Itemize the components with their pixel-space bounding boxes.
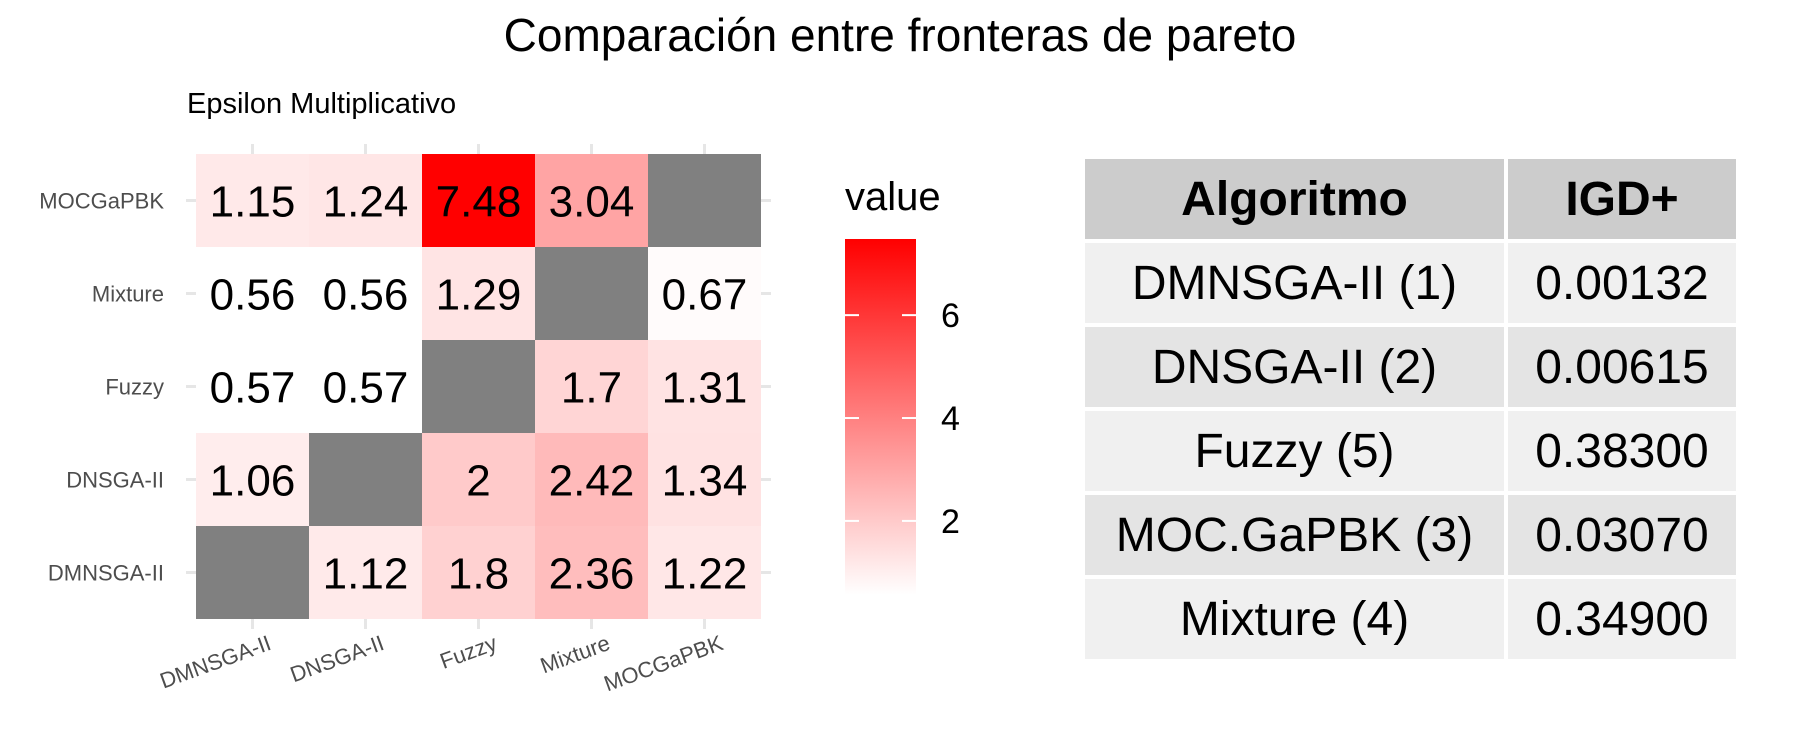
- heatmap-cell-dnsga-ii-mixture: [535, 433, 648, 526]
- heatmap-cell-mixture-fuzzy: [422, 247, 535, 340]
- table-row: Mixture (4) 0.34900: [1085, 579, 1736, 659]
- x-tick-label: DNSGA-II: [287, 630, 387, 687]
- legend-title: value: [845, 175, 941, 219]
- cell-value-label: 7.48: [436, 178, 522, 227]
- chart-subtitle: Epsilon Multiplicativo: [187, 88, 457, 120]
- x-tick-label: Fuzzy: [437, 630, 501, 674]
- heatmap-chart: 1.12 1.8 2.36 1.22 1.06 2 2.42 1.34 0.57 0.57 1.7 1…: [39, 144, 960, 696]
- heatmap-cell-mixture-mocgapbk: [648, 247, 761, 340]
- cell-value-label: 2.42: [549, 457, 635, 506]
- table-row: Fuzzy (5) 0.38300: [1085, 411, 1736, 491]
- table-row: DMNSGA-II (1) 0.00132: [1085, 243, 1736, 323]
- heatmap-cell-mixture-mixture: [535, 247, 648, 340]
- x-tick-label: Mixture: [537, 630, 613, 678]
- cell-value-label: 1.22: [662, 550, 748, 599]
- chart-title: Comparación entre fronteras de pareto: [503, 9, 1297, 61]
- header-igd: IGD+: [1508, 159, 1736, 239]
- cell-value-label: 0.57: [210, 364, 296, 413]
- cell-value-label: 1.06: [210, 457, 296, 506]
- cell-value-label: 1.24: [323, 178, 409, 227]
- table-header-row: Algoritmo IGD+: [1085, 159, 1736, 239]
- heatmap-cell-dmnsga-ii-fuzzy: [422, 526, 535, 619]
- heatmap-cell-mocgapbk-dnsga-ii: [309, 154, 422, 247]
- y-tick-label: MOCGaPBK: [39, 189, 164, 214]
- cell-algoritmo: DNSGA-II (2): [1085, 327, 1504, 407]
- cell-igd: 0.00615: [1508, 327, 1736, 407]
- legend-tick-label: 2: [941, 503, 960, 541]
- cell-value-label: 2: [466, 457, 490, 506]
- heatmap-cell-dmnsga-ii-mocgapbk: [648, 526, 761, 619]
- cell-value-label: 1.12: [323, 550, 409, 599]
- heatmap-cell-dnsga-ii-dmnsga-ii: [196, 433, 309, 526]
- heatmap-cell-mocgapbk-mixture: [535, 154, 648, 247]
- heatmap-cell-dmnsga-ii-dmnsga-ii: [196, 526, 309, 619]
- cell-algoritmo: MOC.GaPBK (3): [1085, 495, 1504, 575]
- y-tick-label: Mixture: [92, 282, 164, 307]
- heatmap-cell-fuzzy-mocgapbk: [648, 340, 761, 433]
- heatmap-cell-fuzzy-fuzzy: [422, 340, 535, 433]
- heatmap-cell-fuzzy-dnsga-ii: [309, 340, 422, 433]
- cell-value-label: 0.67: [662, 271, 748, 320]
- cell-value-label: 0.56: [210, 271, 296, 320]
- x-tick-label: MOCGaPBK: [600, 630, 726, 696]
- cell-igd: 0.00132: [1508, 243, 1736, 323]
- cell-value-label: 1.34: [662, 457, 748, 506]
- cell-igd: 0.34900: [1508, 579, 1736, 659]
- y-tick-label: DMNSGA-II: [48, 561, 164, 586]
- heatmap-cell-mixture-dnsga-ii: [309, 247, 422, 340]
- legend-colorbar: [845, 239, 916, 595]
- heatmap-cell-dmnsga-ii-mixture: [535, 526, 648, 619]
- heatmap-cell-dmnsga-ii-dnsga-ii: [309, 526, 422, 619]
- heatmap-cell-dnsga-ii-mocgapbk: [648, 433, 761, 526]
- heatmap-cell-dnsga-ii-dnsga-ii: [309, 433, 422, 526]
- heatmap-cell-fuzzy-mixture: [535, 340, 648, 433]
- cell-value-label: 3.04: [549, 178, 635, 227]
- table-row: DNSGA-II (2) 0.00615: [1085, 327, 1736, 407]
- igd-table: Algoritmo IGD+ DMNSGA-II (1) 0.00132 DNS…: [1081, 155, 1740, 663]
- heatmap-cell-fuzzy-dmnsga-ii: [196, 340, 309, 433]
- cell-value-label: 1.29: [436, 271, 522, 320]
- cell-igd: 0.38300: [1508, 411, 1736, 491]
- cell-algoritmo: Mixture (4): [1085, 579, 1504, 659]
- heatmap-cell-dnsga-ii-fuzzy: [422, 433, 535, 526]
- cell-value-label: 1.7: [561, 364, 622, 413]
- y-tick-label: DNSGA-II: [66, 468, 164, 493]
- cell-value-label: 1.8: [448, 550, 509, 599]
- cell-algoritmo: DMNSGA-II (1): [1085, 243, 1504, 323]
- heatmap-cell-mixture-dmnsga-ii: [196, 247, 309, 340]
- table-row: MOC.GaPBK (3) 0.03070: [1085, 495, 1736, 575]
- cell-value-label: 0.57: [323, 364, 409, 413]
- cell-value-label: 0.56: [323, 271, 409, 320]
- cell-value-label: 1.15: [210, 178, 296, 227]
- y-tick-label: Fuzzy: [105, 375, 164, 400]
- header-algoritmo: Algoritmo: [1085, 159, 1504, 239]
- cell-value-label: 2.36: [549, 550, 635, 599]
- heatmap-cell-mocgapbk-mocgapbk: [648, 154, 761, 247]
- cell-value-label: 1.31: [662, 364, 748, 413]
- legend-tick-label: 4: [941, 400, 960, 438]
- cell-algoritmo: Fuzzy (5): [1085, 411, 1504, 491]
- heatmap-cell-mocgapbk-fuzzy: [422, 154, 535, 247]
- heatmap-cell-mocgapbk-dmnsga-ii: [196, 154, 309, 247]
- x-tick-label: DMNSGA-II: [157, 630, 275, 693]
- legend-tick-label: 6: [941, 297, 960, 335]
- cell-igd: 0.03070: [1508, 495, 1736, 575]
